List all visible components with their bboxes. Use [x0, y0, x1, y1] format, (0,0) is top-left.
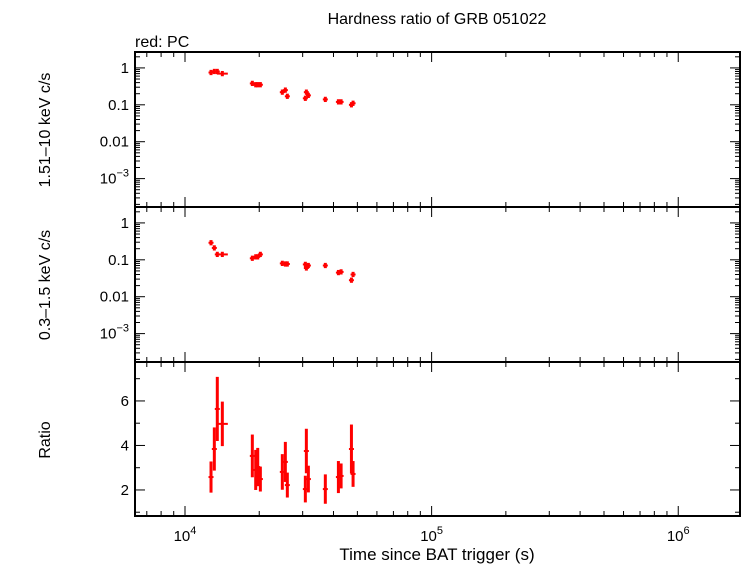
panel-frame	[134, 51, 741, 208]
y-tick-label: 6	[121, 393, 129, 410]
y-tick-label: 0.1	[108, 97, 129, 114]
y-axis-label-ratio: Ratio	[37, 421, 54, 458]
legend-label: red: PC	[135, 34, 189, 51]
chart-title: Hardness ratio of GRB 051022	[328, 11, 547, 28]
y-tick-label: 0.1	[108, 252, 129, 269]
panel-frame	[134, 361, 741, 517]
y-tick-label: 1	[121, 215, 129, 232]
y-tick-label: 10−3	[100, 323, 129, 343]
y-axis-label-soft: 0.3–1.5 keV c/s	[37, 230, 54, 340]
x-tick-label: 105	[420, 525, 443, 545]
y-tick-label: 0.01	[100, 289, 129, 306]
x-axis-label: Time since BAT trigger (s)	[339, 545, 534, 564]
panel-frame	[134, 206, 741, 363]
x-tick-label: 106	[667, 525, 690, 545]
y-tick-label: 1	[121, 60, 129, 77]
y-tick-label: 10−3	[100, 168, 129, 188]
x-tick-label: 104	[174, 525, 197, 545]
y-tick-label: 4	[121, 437, 129, 454]
y-tick-label: 0.01	[100, 134, 129, 151]
y-axis-label-hard: 1.51–10 keV c/s	[37, 73, 54, 188]
y-tick-label: 2	[121, 482, 129, 499]
